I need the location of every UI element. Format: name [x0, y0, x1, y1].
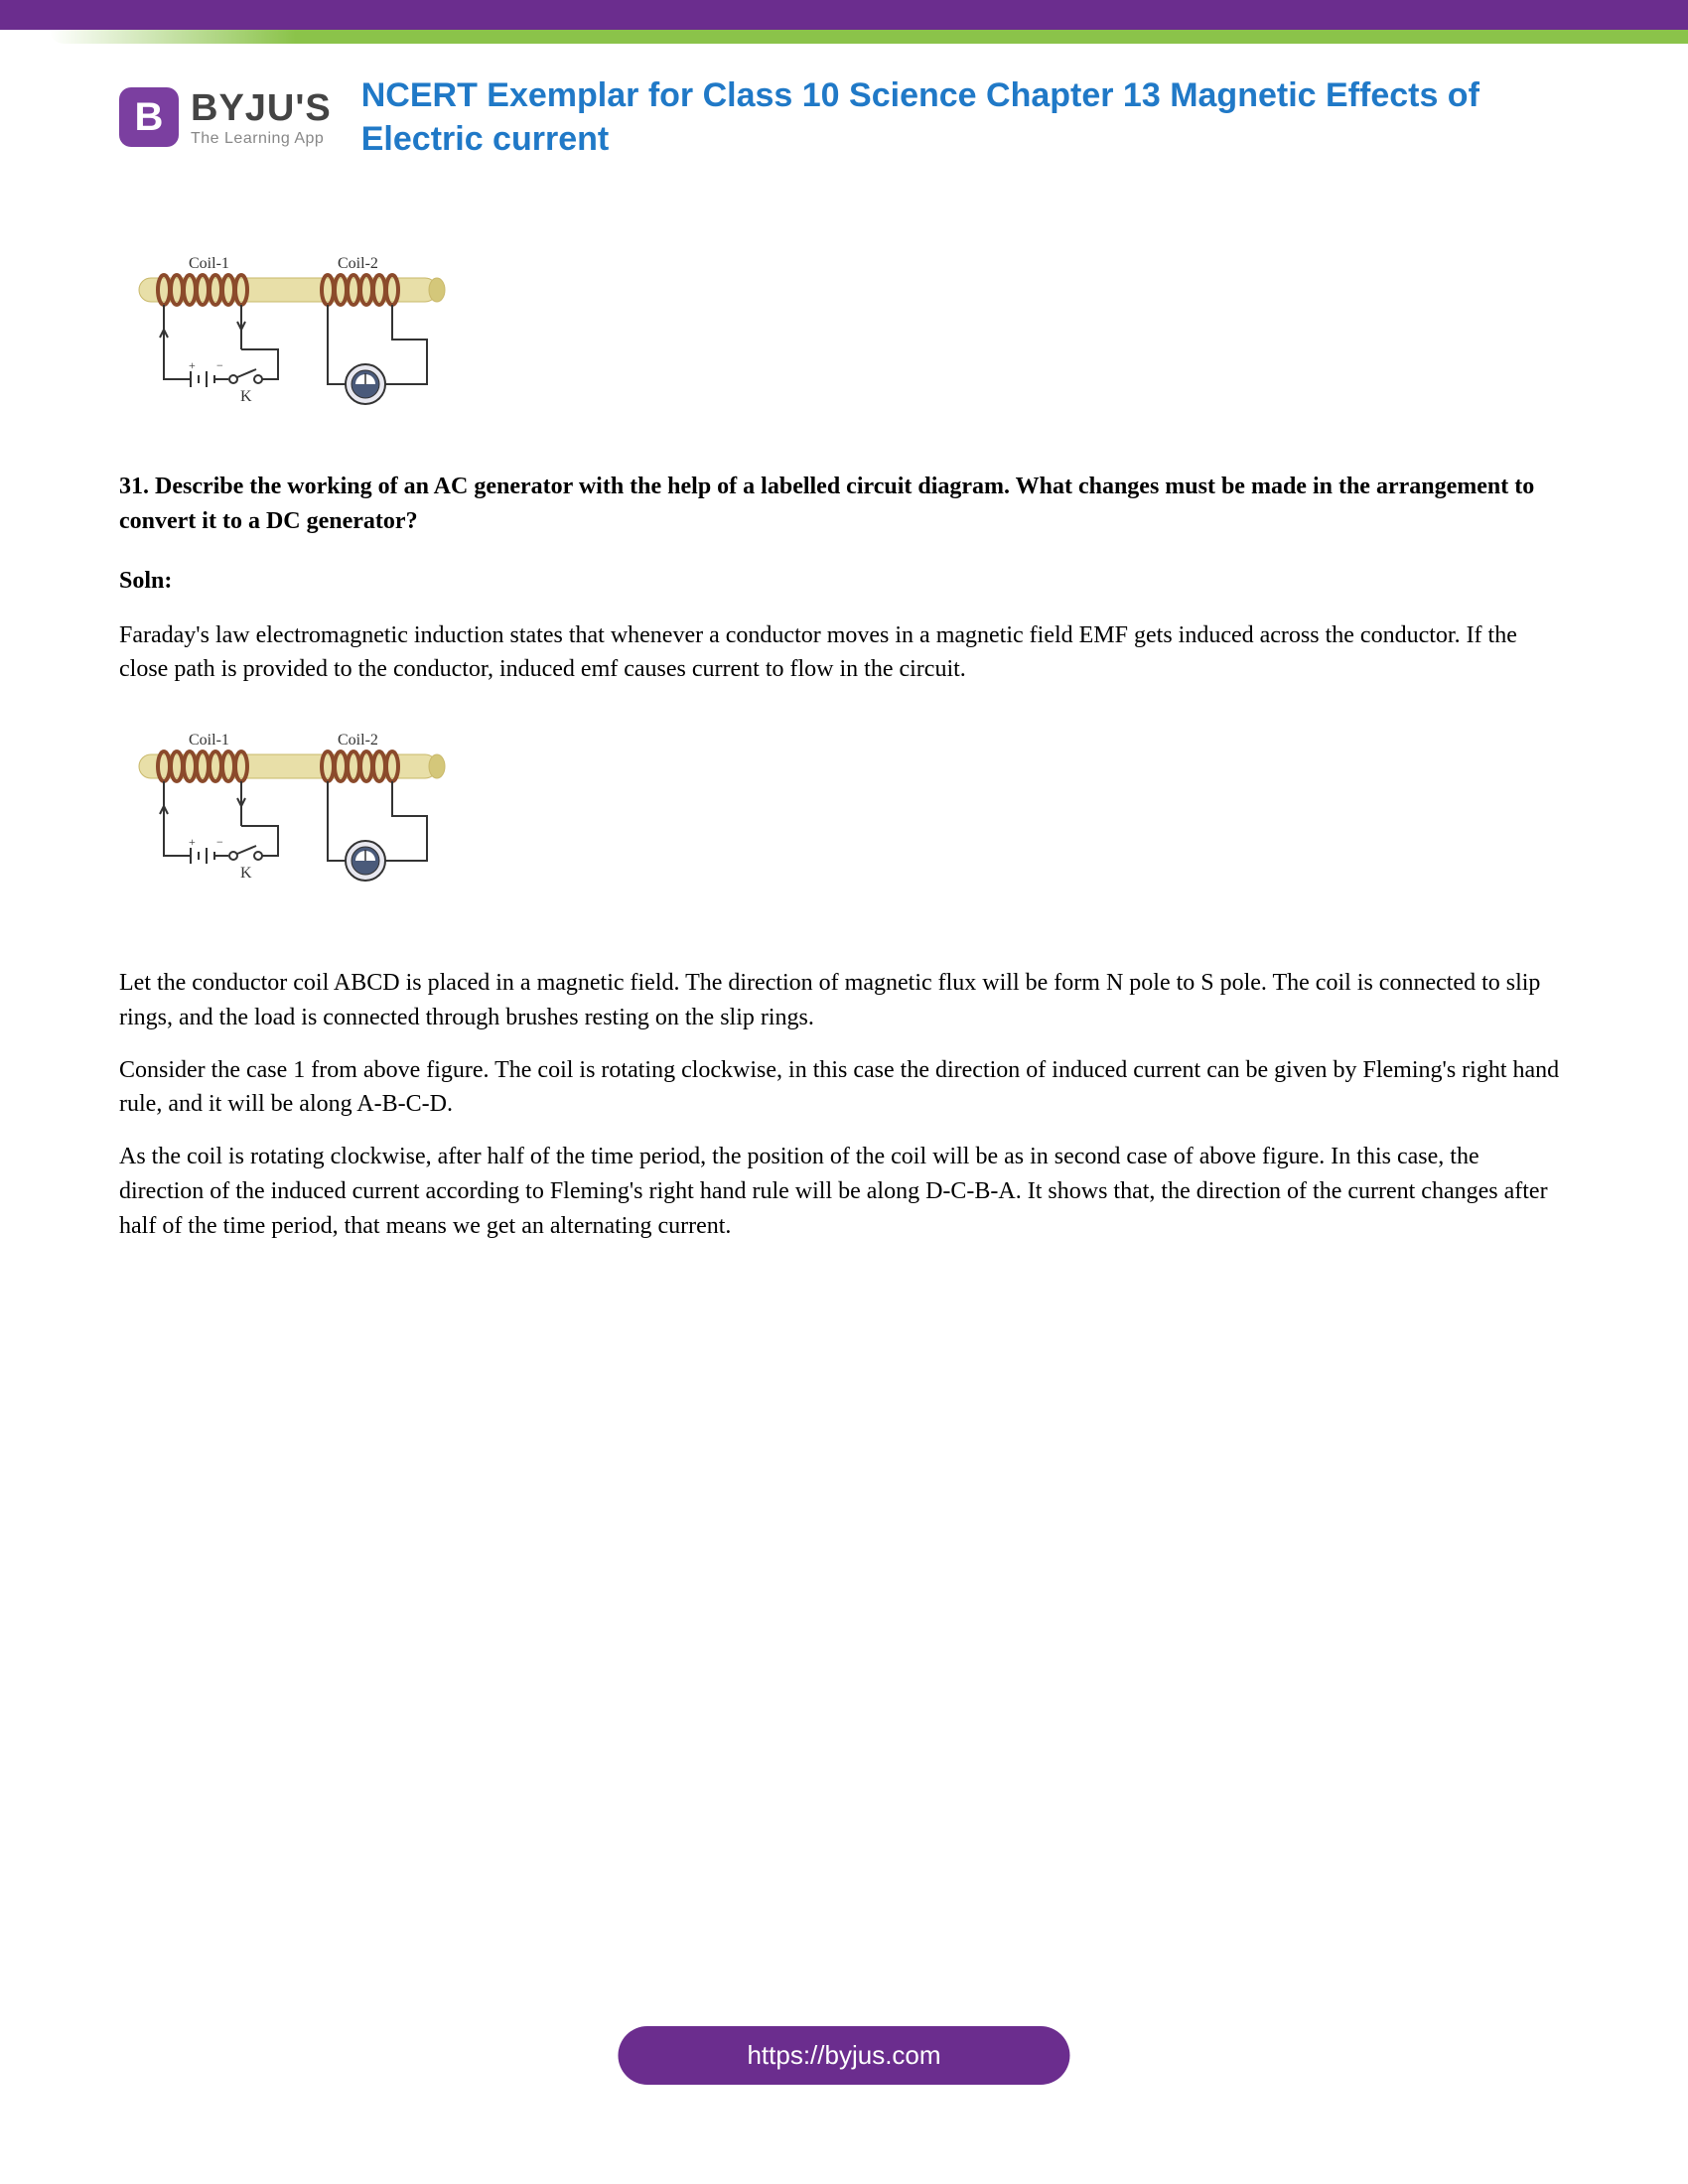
logo-icon: B: [119, 87, 179, 147]
paragraph-4: As the coil is rotating clockwise, after…: [119, 1140, 1569, 1243]
galvanometer-icon-2: [346, 841, 385, 881]
galvanometer-icon: [346, 364, 385, 404]
battery-plus: +: [189, 358, 196, 372]
switch-k-label: K: [240, 388, 252, 405]
paragraph-2: Let the conductor coil ABCD is placed in…: [119, 966, 1569, 1035]
rod-end: [429, 278, 445, 302]
top-purple-bar: [0, 0, 1688, 30]
battery-minus-2: −: [216, 835, 223, 849]
coil2-label: Coil-2: [338, 255, 378, 272]
logo: B BYJU'S The Learning App: [119, 87, 332, 148]
green-accent-bar: [50, 30, 1688, 44]
coil-diagram-2: Coil-1 Coil-2: [129, 727, 1569, 916]
solution-label: Soln:: [119, 564, 1569, 599]
left-circuit-2: [160, 781, 278, 864]
content-area: Coil-1 Coil-2: [0, 181, 1688, 1243]
logo-tagline: The Learning App: [191, 130, 332, 148]
coil1-label: Coil-1: [189, 255, 229, 272]
coil-diagram-1: Coil-1 Coil-2: [129, 250, 1569, 440]
left-circuit: [160, 305, 278, 387]
rod-end-2: [429, 754, 445, 778]
battery-minus: −: [216, 358, 223, 372]
switch-k-label-2: K: [240, 865, 252, 882]
paragraph-3: Consider the case 1 from above figure. T…: [119, 1053, 1569, 1123]
page-header: B BYJU'S The Learning App NCERT Exemplar…: [0, 44, 1688, 181]
logo-name: BYJU'S: [191, 87, 332, 130]
logo-text-block: BYJU'S The Learning App: [191, 87, 332, 148]
paragraph-1: Faraday's law electromagnetic induction …: [119, 618, 1569, 688]
battery-plus-2: +: [189, 835, 196, 849]
page-title: NCERT Exemplar for Class 10 Science Chap…: [361, 73, 1569, 161]
question-text: 31. Describe the working of an AC genera…: [119, 470, 1569, 539]
coil1-label-2: Coil-1: [189, 732, 229, 749]
coil2-label-2: Coil-2: [338, 732, 378, 749]
footer-url-pill[interactable]: https://byjus.com: [618, 2026, 1069, 2085]
